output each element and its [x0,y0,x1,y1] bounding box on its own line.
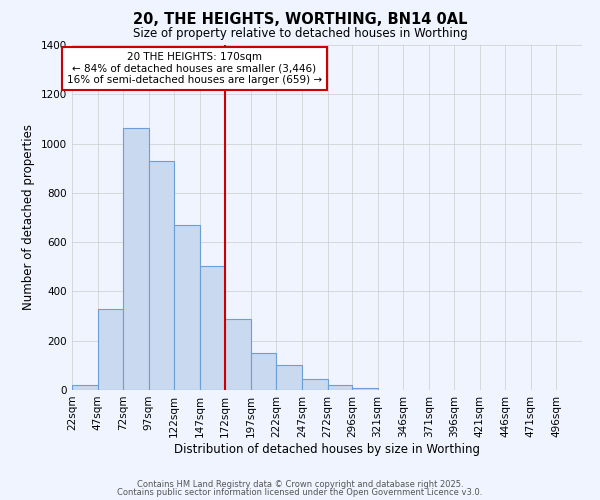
Text: 20, THE HEIGHTS, WORTHING, BN14 0AL: 20, THE HEIGHTS, WORTHING, BN14 0AL [133,12,467,28]
Bar [200,266,226,390]
Text: Size of property relative to detached houses in Worthing: Size of property relative to detached ho… [133,28,467,40]
Bar [277,366,302,390]
Bar [226,318,251,390]
Bar [302,379,328,390]
Bar [251,353,277,390]
Bar [123,128,149,390]
Bar [328,385,352,390]
Y-axis label: Number of detached properties: Number of detached properties [22,124,35,310]
Bar [98,308,123,390]
Text: Contains public sector information licensed under the Open Government Licence v3: Contains public sector information licen… [118,488,482,497]
Bar [174,225,200,390]
Text: 20 THE HEIGHTS: 170sqm
← 84% of detached houses are smaller (3,446)
16% of semi-: 20 THE HEIGHTS: 170sqm ← 84% of detached… [67,52,322,85]
X-axis label: Distribution of detached houses by size in Worthing: Distribution of detached houses by size … [174,442,480,456]
Bar [72,385,98,390]
Bar [352,388,377,390]
Bar [149,161,174,390]
Text: Contains HM Land Registry data © Crown copyright and database right 2025.: Contains HM Land Registry data © Crown c… [137,480,463,489]
